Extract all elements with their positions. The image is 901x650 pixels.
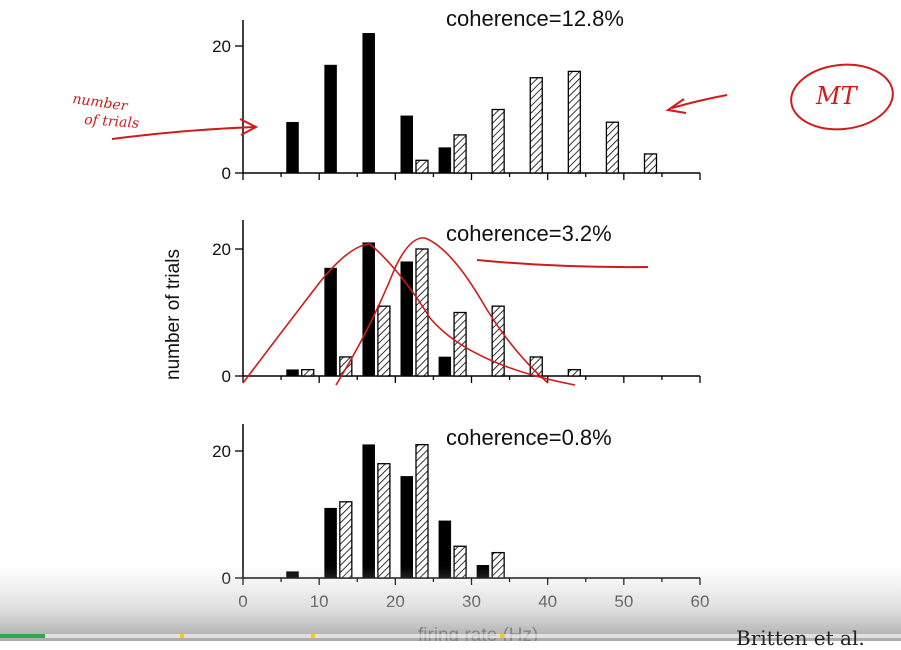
bar-solid [362,444,375,579]
bar-solid [400,476,414,579]
handwritten-of-trials: of trials [84,112,140,132]
bar-hatched [453,134,467,174]
bar-solid [362,242,375,377]
y-tick-label: 0 [222,164,231,183]
bar-hatched [339,356,353,377]
bar-solid [438,147,452,174]
chapter-marker[interactable] [180,634,185,638]
bar-solid [438,356,452,377]
bar-hatched [567,368,581,377]
bar-hatched [453,545,467,579]
handwritten-arrowhead-left [239,118,259,136]
bar-hatched [529,77,543,174]
video-progress-bar[interactable] [0,634,901,638]
bar-hatched [339,501,353,579]
panel-coherence-12-8: 0 20 [212,20,701,183]
bar-solid [362,33,375,174]
y-tick-label: 20 [212,37,231,56]
panel-coherence-0-8: 0 20 0 10 20 30 40 50 60 [212,424,709,611]
bar-solid [286,571,299,579]
handwritten-circle [790,63,894,131]
bar-hatched [491,551,505,579]
handwritten-arrowhead-right [665,98,687,114]
bar-hatched [415,443,429,579]
bar-hatched [415,159,429,174]
y-tick-label: 20 [212,240,231,259]
y-tick-label: 20 [212,442,231,461]
handwritten-arrow-right [671,94,728,109]
y-tick-label: 0 [222,569,231,588]
video-progress-fill [0,634,46,638]
bar-hatched [377,305,391,377]
bar-solid [438,520,452,579]
x-axis-label: firing rate (Hz) [418,625,538,641]
handwritten-annotation: number of trials MT [71,63,894,386]
bar-hatched [491,108,505,174]
x-tick-label: 20 [386,592,405,611]
x-tick-label: 50 [614,592,633,611]
video-caption-text: Britten et al. [736,626,865,650]
bar-hatched [605,121,620,174]
bar-hatched [415,248,429,377]
chapter-marker[interactable] [310,634,315,638]
panel-title-12-8: coherence=12.8% [446,6,624,31]
bar-hatched [643,153,658,174]
x-tick-label: 40 [538,592,557,611]
panel-title-3-2: coherence=3.2% [446,221,612,246]
bar-solid [324,64,337,174]
bar-hatched [377,463,391,579]
x-tick-label: 60 [691,592,710,611]
handwritten-curve-solid [242,243,576,386]
handwritten-mt: MT [815,82,859,110]
bar-hatched [301,368,315,377]
chapter-marker[interactable] [500,634,505,638]
bar-solid [400,261,414,377]
x-tick-label: 0 [238,592,247,611]
bar-solid [286,369,299,377]
handwritten-number: number [71,91,129,115]
bar-solid [400,115,414,174]
bar-hatched [567,70,581,174]
y-tick-label: 0 [222,367,231,386]
handwritten-arrow-left [111,126,255,140]
x-tick-label: 10 [310,592,329,611]
y-axis-label: number of trials [163,249,184,380]
panel-coherence-3-2: 0 20 [212,220,701,386]
bar-solid [324,267,337,377]
panel-title-0-8: coherence=0.8% [446,425,612,450]
handwritten-curve-hatched [335,237,549,386]
bar-solid [476,565,490,579]
bar-solid [324,507,337,579]
handwritten-underline [476,259,649,269]
x-tick-label: 30 [462,592,481,611]
bar-solid [286,121,299,174]
